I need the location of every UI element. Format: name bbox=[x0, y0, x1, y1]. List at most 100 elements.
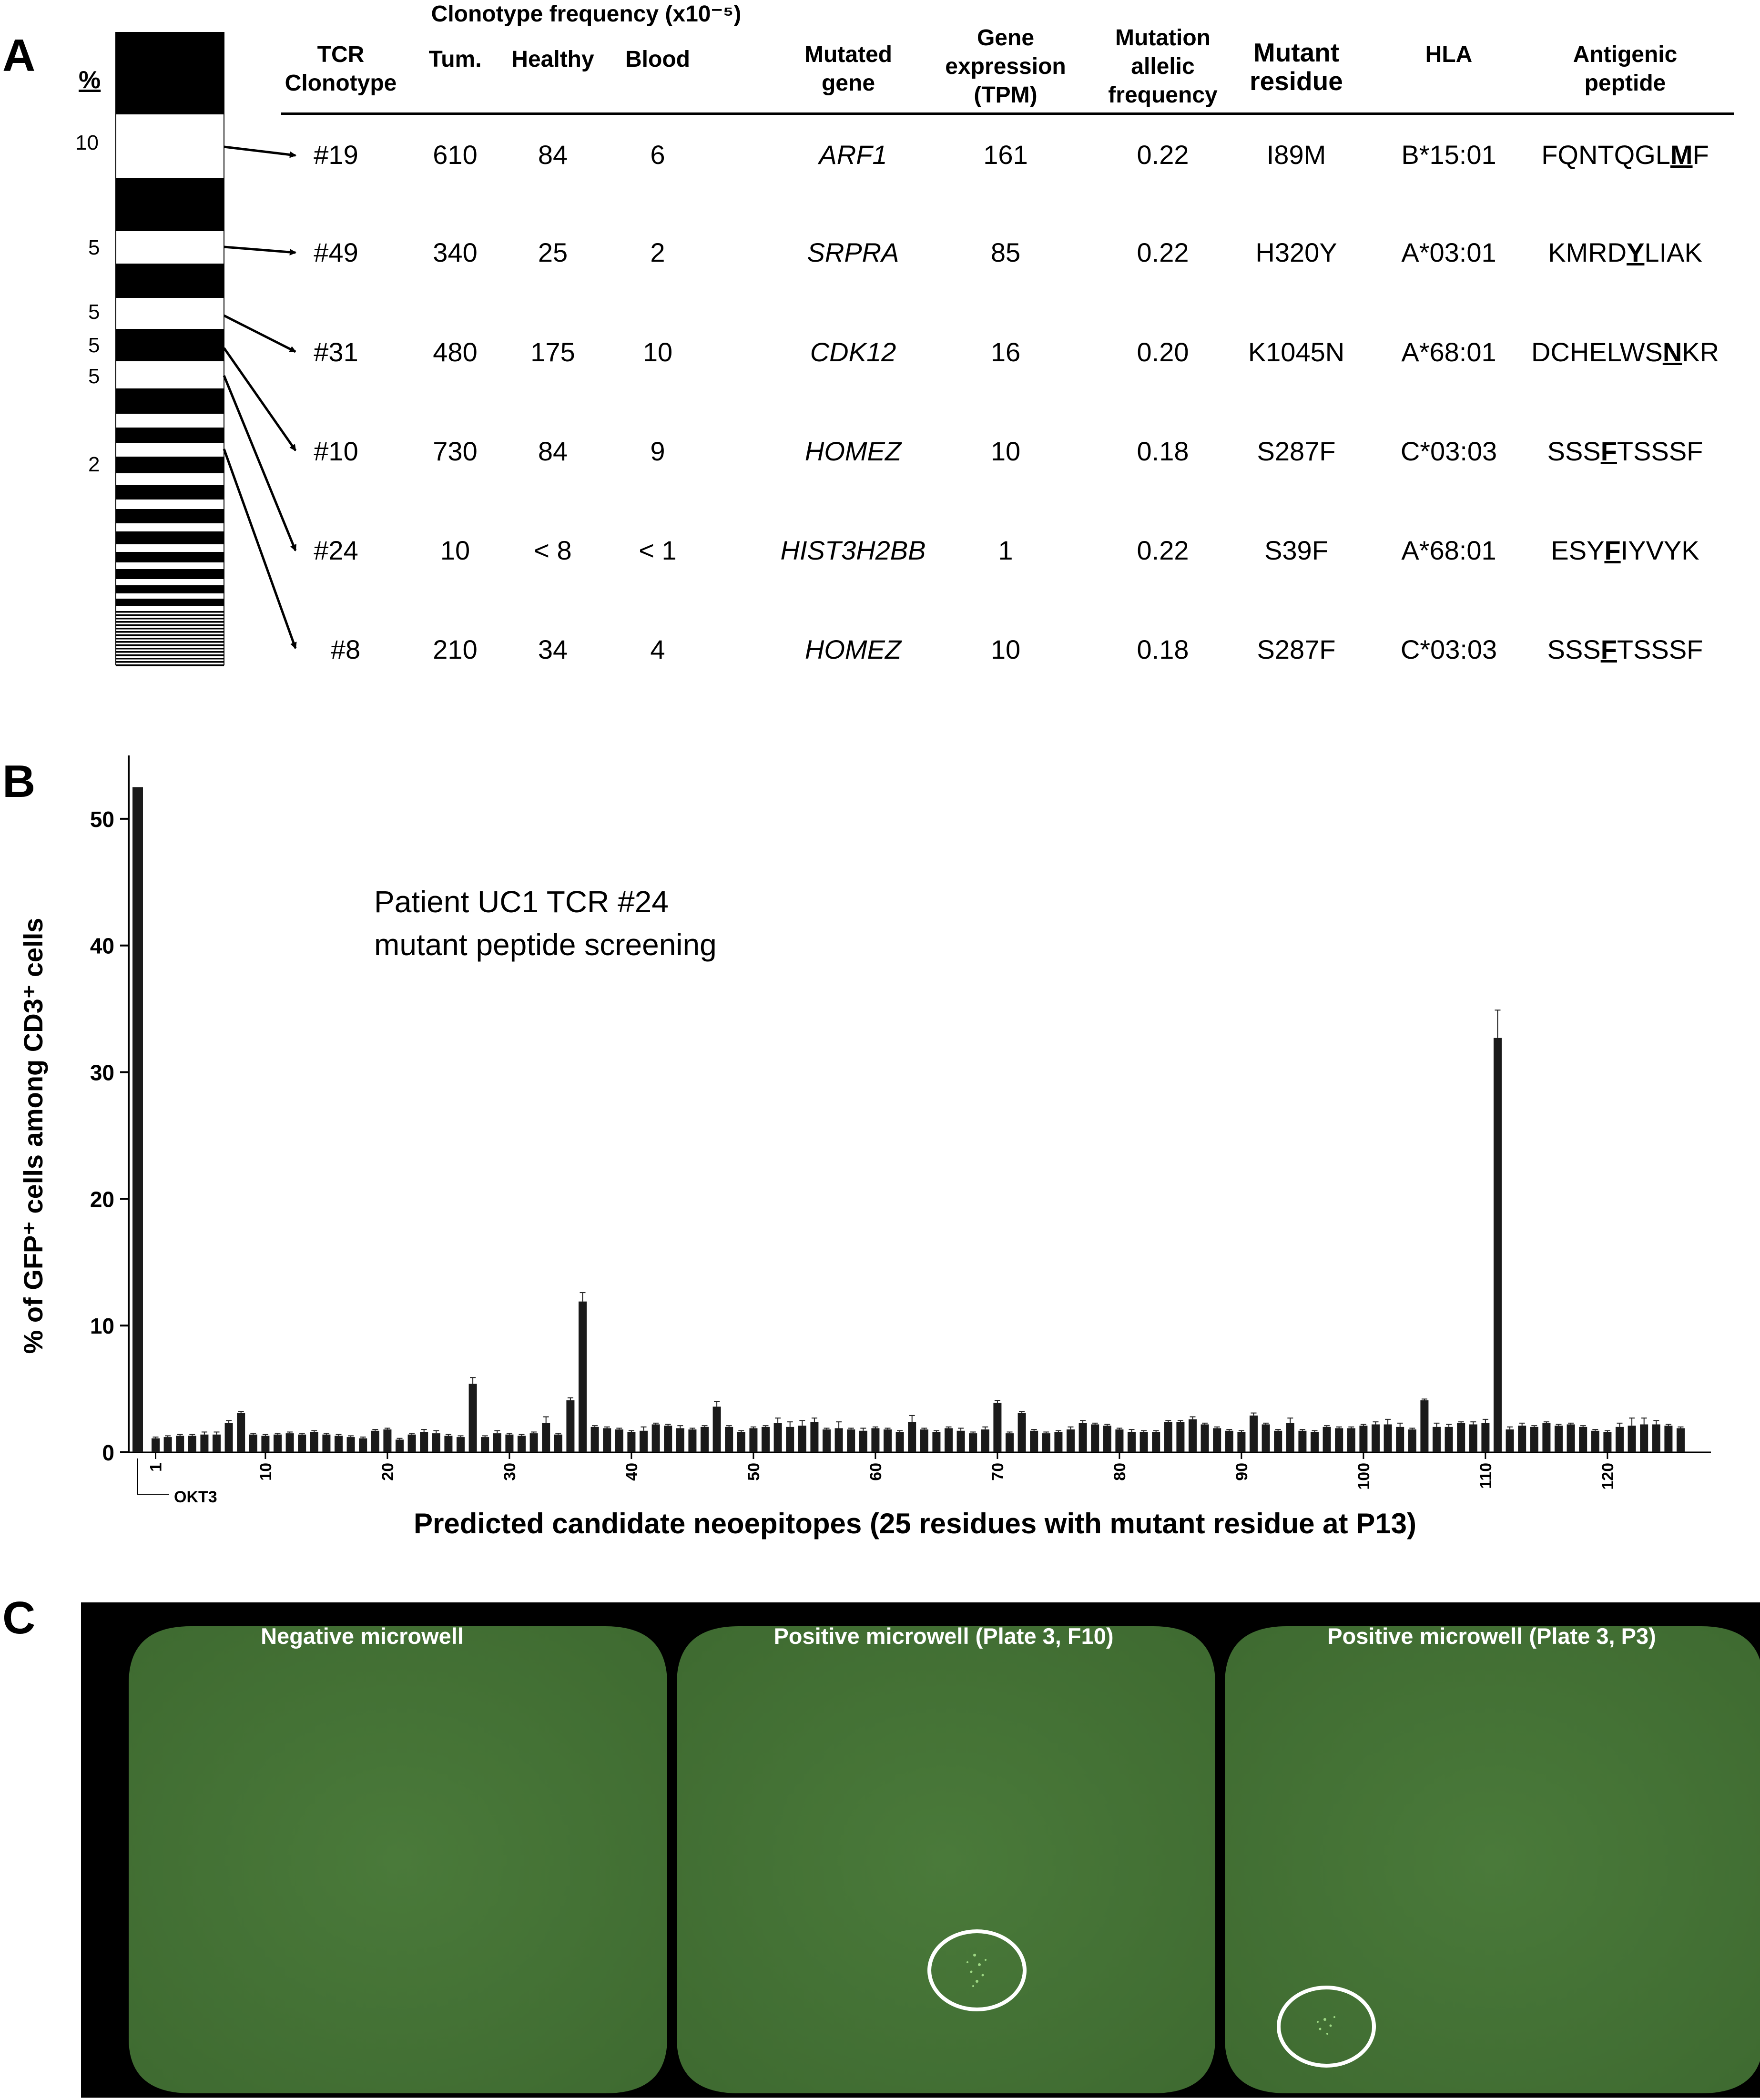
y-tick-label: 20 bbox=[90, 1187, 114, 1212]
cell-expr: 16 bbox=[990, 337, 1021, 367]
cell-blood: 9 bbox=[650, 436, 665, 466]
bar-peptide bbox=[1518, 1426, 1526, 1452]
positive-microwell-p3 bbox=[1225, 1626, 1760, 2093]
header-healthy: Healthy bbox=[511, 47, 594, 72]
bar-peptide bbox=[1616, 1427, 1624, 1452]
clonotype-block bbox=[116, 552, 224, 562]
bar-peptide bbox=[859, 1430, 867, 1452]
bar-peptide bbox=[1237, 1432, 1246, 1452]
gfp-cells-p3 bbox=[1317, 2016, 1335, 2035]
cell-residue: I89M bbox=[1266, 140, 1326, 170]
bar-peptide bbox=[1506, 1429, 1514, 1452]
bar-peptide bbox=[1213, 1428, 1221, 1452]
bar-peptide bbox=[493, 1433, 501, 1452]
bar-peptide bbox=[1677, 1428, 1685, 1452]
bar-peptide bbox=[1286, 1423, 1294, 1452]
cell-tum: 340 bbox=[433, 237, 478, 267]
header-peptide: Antigenic peptide bbox=[1573, 42, 1678, 96]
bar-peptide bbox=[335, 1436, 343, 1452]
panel-b-letter: B bbox=[2, 756, 36, 807]
clonotype-block bbox=[116, 651, 224, 653]
bar-peptide bbox=[310, 1432, 318, 1452]
cell-residue: S287F bbox=[1257, 634, 1336, 664]
cell-blood: 6 bbox=[650, 140, 665, 170]
cell-expr: 10 bbox=[990, 436, 1021, 466]
bar-peptide bbox=[249, 1434, 257, 1452]
bar-peptide bbox=[1457, 1423, 1465, 1452]
header-blood: Blood bbox=[625, 47, 690, 72]
cell-maf: 0.20 bbox=[1137, 337, 1189, 367]
cell-peptide: SSSFTSSSF bbox=[1547, 634, 1703, 664]
bar-peptide bbox=[773, 1423, 782, 1452]
cell-hla: C*03:03 bbox=[1400, 634, 1497, 664]
header-expr: Gene expression (TPM) bbox=[945, 25, 1066, 108]
bar-peptide bbox=[298, 1434, 306, 1452]
clonotype-block bbox=[116, 329, 224, 361]
bar-peptide bbox=[359, 1438, 367, 1452]
highlight-circle-p3 bbox=[1277, 1986, 1376, 2068]
bar-peptide bbox=[322, 1434, 331, 1452]
clonotype-block bbox=[116, 654, 224, 656]
microwell-image-strip bbox=[81, 1602, 1760, 2098]
okt3-label: OKT3 bbox=[174, 1488, 217, 1506]
x-tick-label: 110 bbox=[1477, 1463, 1495, 1489]
x-axis-title: Predicted candidate neoepitopes (25 resi… bbox=[414, 1508, 1416, 1539]
y-axis-title: % of GFP⁺ cells among CD3⁺ cells bbox=[18, 917, 48, 1354]
cell-peptide: KMRDYLIAK bbox=[1548, 237, 1702, 267]
header-tum: Tum. bbox=[428, 47, 482, 72]
cell-expr: 161 bbox=[983, 140, 1028, 170]
bar-peptide bbox=[1200, 1424, 1209, 1452]
bar-peptide bbox=[383, 1429, 392, 1452]
bar-peptide bbox=[1579, 1427, 1587, 1452]
cell-healthy: 34 bbox=[538, 634, 568, 664]
cell-healthy: < 8 bbox=[534, 535, 572, 565]
bar-peptide bbox=[1567, 1424, 1575, 1452]
clonotype-block bbox=[116, 585, 224, 593]
cell-maf: 0.18 bbox=[1137, 436, 1189, 466]
bar-peptide bbox=[956, 1430, 965, 1452]
bar-peptide bbox=[1164, 1422, 1172, 1452]
bar-peptide bbox=[371, 1430, 379, 1452]
bar-peptide bbox=[579, 1301, 587, 1452]
bar-peptide bbox=[1078, 1423, 1087, 1452]
cell-expr: 85 bbox=[990, 237, 1021, 267]
bar-peptide bbox=[615, 1429, 623, 1452]
bar-peptide bbox=[1664, 1426, 1673, 1452]
highlight-circle-f10 bbox=[927, 1929, 1027, 2011]
bar-peptide bbox=[1103, 1426, 1111, 1452]
chart-annotation-line2: mutant peptide screening bbox=[374, 928, 717, 962]
well-label-p3: Positive microwell (Plate 3, P3) bbox=[1327, 1623, 1656, 1649]
percent-header: % bbox=[79, 66, 101, 94]
cell-peptide: DCHELWSNKR bbox=[1531, 337, 1719, 367]
cell-tcr: #24 bbox=[314, 535, 358, 565]
cell-expr: 1 bbox=[998, 535, 1013, 565]
bar-peptide bbox=[1555, 1426, 1563, 1452]
bar-peptide bbox=[1640, 1424, 1648, 1452]
cell-peptide: FQNTQGLMF bbox=[1541, 140, 1709, 170]
bar-peptide bbox=[786, 1427, 794, 1452]
x-tick-label: 1 bbox=[147, 1463, 165, 1472]
cell-hla: C*03:03 bbox=[1400, 436, 1497, 466]
chart-annotation-line1: Patient UC1 TCR #24 bbox=[374, 885, 669, 919]
bar-peptide bbox=[1139, 1432, 1148, 1452]
clonotype-block bbox=[116, 664, 224, 666]
bar-peptide bbox=[1311, 1432, 1319, 1452]
bar-peptide bbox=[1054, 1432, 1063, 1452]
bar-peptide bbox=[505, 1434, 514, 1452]
clonotype-block bbox=[116, 428, 224, 443]
panel-c-letter: C bbox=[2, 1592, 36, 1643]
cell-residue: S287F bbox=[1257, 436, 1336, 466]
clonotype-block bbox=[116, 621, 224, 623]
cell-gene: SRPRA bbox=[807, 237, 899, 267]
bar-peptide bbox=[518, 1436, 526, 1452]
cell-maf: 0.18 bbox=[1137, 634, 1189, 664]
clonotype-block bbox=[116, 264, 224, 298]
bar-peptide bbox=[1420, 1400, 1429, 1452]
bar-peptide bbox=[396, 1439, 404, 1452]
bar-peptide bbox=[261, 1436, 270, 1452]
bar-peptide bbox=[1091, 1424, 1099, 1452]
cell-tcr: #10 bbox=[314, 436, 358, 466]
freq-group-header: Clonotype frequency (x10⁻⁵) bbox=[431, 1, 742, 27]
cell-gene: HOMEZ bbox=[804, 634, 902, 664]
bar-peptide bbox=[590, 1427, 599, 1452]
